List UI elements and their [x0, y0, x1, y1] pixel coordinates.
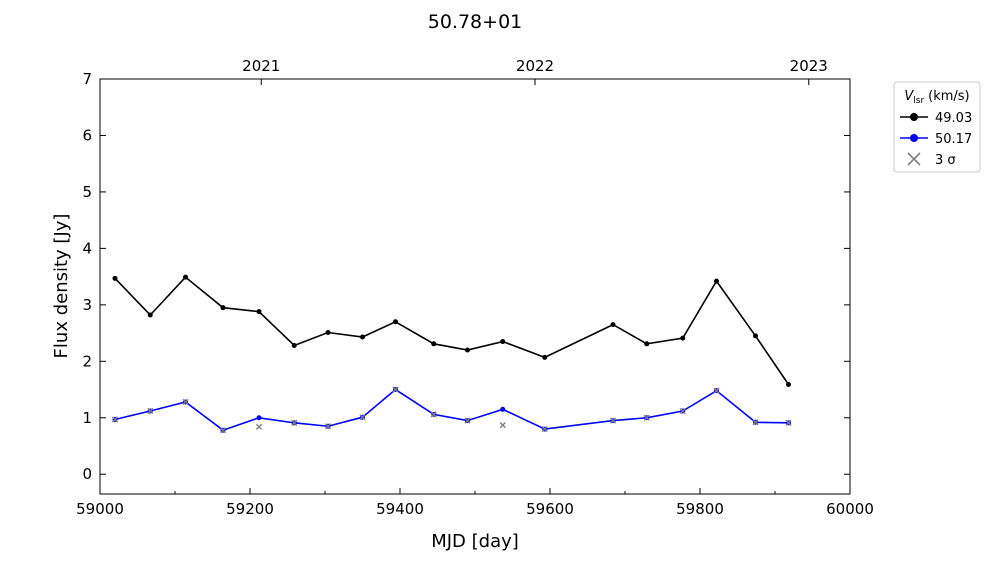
legend-label: 50.17 — [935, 132, 972, 147]
sigma3-marker — [679, 407, 686, 415]
legend-marker-49.03 — [910, 113, 918, 121]
series-point-49.03 — [431, 341, 437, 347]
legend-label: 3 σ — [935, 153, 956, 168]
sigma3-marker — [499, 422, 506, 429]
axis-ticks — [99, 78, 851, 494]
y-tick-labels: 0 1 2 3 4 5 6 7 — [82, 70, 92, 483]
y-tick-label: 2 — [82, 352, 92, 370]
x-tick-label: 59400 — [376, 500, 424, 518]
x-tick-label: 60000 — [826, 500, 874, 518]
series-point-49.03 — [680, 335, 686, 341]
series-point-49.03 — [610, 322, 616, 328]
legend-title-unit: (km/s) — [928, 89, 970, 104]
x-tick-label: 59600 — [526, 500, 574, 518]
series-point-49.03 — [220, 305, 226, 311]
series-point-49.03 — [147, 312, 153, 318]
y-tick-label: 3 — [82, 296, 92, 314]
x-tick-label: 59800 — [676, 500, 724, 518]
sigma3-marker — [752, 419, 759, 426]
series-point-49.03 — [112, 275, 118, 281]
sigma3-marker — [219, 427, 227, 434]
y-tick-label: 6 — [82, 126, 92, 144]
y-axis-label: Flux density [Jy] — [51, 214, 72, 359]
plot-frame — [99, 78, 851, 495]
series-point-50.17 — [500, 406, 506, 412]
series-point-49.03 — [786, 381, 791, 387]
series-point-49.03 — [183, 274, 188, 280]
legend-items: 49.03 50.17 3 σ — [900, 111, 972, 168]
sigma3-marker — [147, 407, 154, 415]
sigma3-marker — [430, 411, 437, 418]
series-point-49.03 — [500, 339, 506, 345]
sigma3-marker — [111, 416, 119, 423]
y-tick-label: 7 — [82, 70, 92, 88]
legend-marker-sigma3 — [907, 152, 921, 166]
sigma3-marker — [359, 414, 366, 421]
legend-title-symbol: V — [904, 89, 914, 104]
series-point-49.03 — [360, 334, 365, 340]
legend-marker-50.17 — [910, 134, 918, 142]
y-tick-label: 0 — [82, 465, 92, 483]
top-tick-label: 2022 — [516, 57, 554, 75]
legend-title-subscript: lsr — [913, 96, 924, 106]
sigma3-marker — [643, 414, 650, 421]
legend-label: 49.03 — [935, 111, 972, 126]
chart-title: 50.78+01 — [428, 11, 523, 33]
y-tick-label: 4 — [82, 239, 92, 257]
legend-title: Vlsr (km/s) — [904, 89, 969, 106]
series-point-49.03 — [753, 333, 758, 339]
x-tick-label: 59000 — [76, 500, 124, 518]
sigma3-marker — [464, 417, 471, 424]
series-point-49.03 — [256, 309, 262, 315]
x-axis-label: MJD [day] — [431, 531, 519, 552]
top-tick-label: 2021 — [242, 57, 280, 75]
sigma3-marker — [291, 419, 298, 426]
series-point-49.03 — [465, 347, 470, 353]
series-point-49.03 — [291, 343, 297, 349]
sigma3-marker — [255, 423, 263, 430]
top-year-labels: 2021 2022 2023 — [242, 57, 828, 75]
sigma3-marker — [713, 387, 720, 394]
series-point-49.03 — [325, 330, 331, 336]
y-tick-label: 1 — [82, 409, 92, 427]
legend: Vlsr (km/s) 49.03 50.17 3 σ — [893, 81, 981, 173]
sigma3-marker — [182, 398, 189, 406]
sigma3-marker — [609, 417, 617, 424]
sigma3-marker — [392, 386, 399, 393]
sigma3-marker — [324, 423, 332, 430]
series-point-49.03 — [714, 278, 719, 284]
x-tick-label: 59200 — [226, 500, 274, 518]
x-tick-labels: 59000 59200 59400 59600 59800 60000 — [76, 500, 874, 518]
sigma3-marker — [541, 425, 548, 433]
series-layer — [111, 274, 792, 434]
series-point-49.03 — [393, 319, 398, 325]
series-point-50.17 — [256, 415, 262, 421]
top-tick-label: 2023 — [790, 57, 828, 75]
plot-area — [99, 78, 851, 495]
sigma3-marker — [785, 419, 792, 426]
series-point-49.03 — [644, 341, 650, 347]
y-tick-label: 5 — [82, 183, 92, 201]
series-point-49.03 — [542, 354, 548, 360]
legend-frame — [893, 81, 981, 173]
